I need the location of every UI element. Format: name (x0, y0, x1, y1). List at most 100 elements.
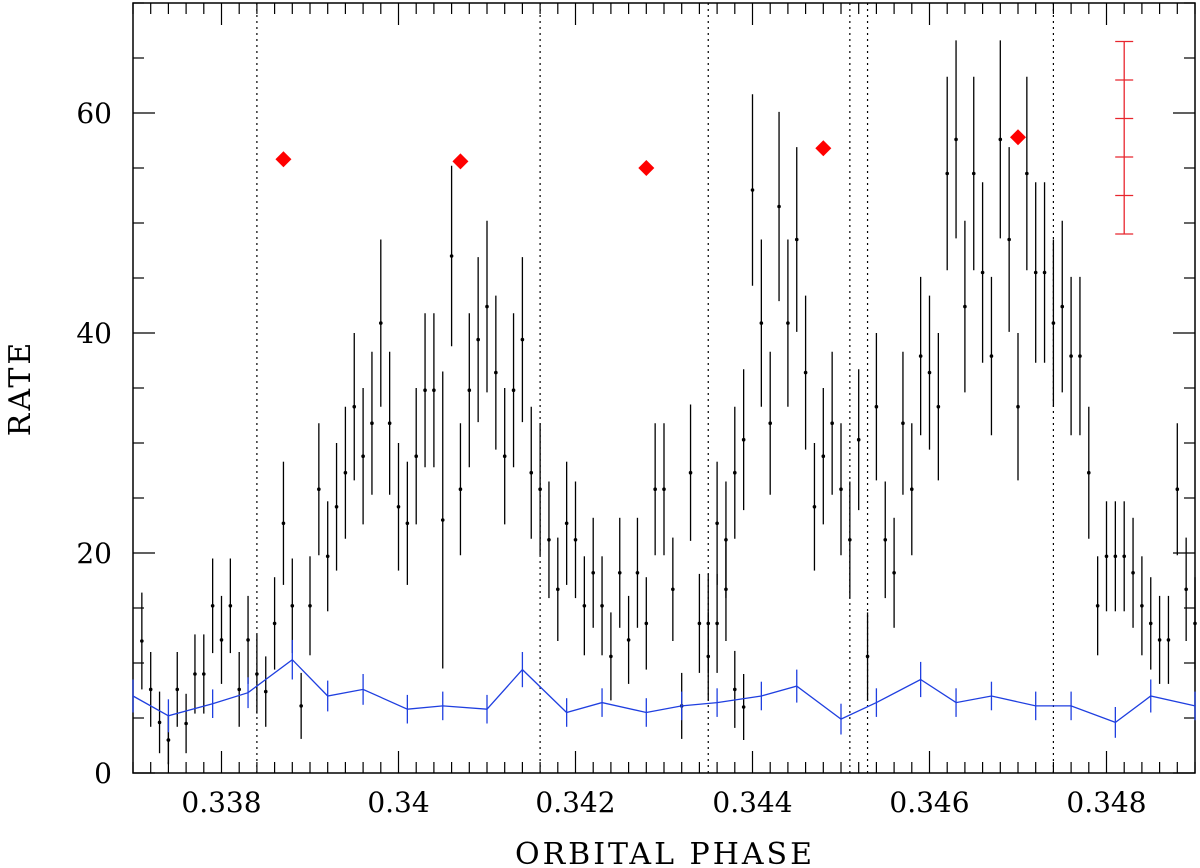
data-point (741, 437, 746, 442)
data-point (626, 638, 631, 642)
data-point (715, 521, 719, 526)
x-tick-label: 0.34 (367, 786, 429, 819)
diamond-marker (452, 153, 469, 170)
x-tick-label: 0.348 (1066, 786, 1146, 819)
data-point (157, 720, 162, 725)
data-point (910, 487, 914, 492)
data-point (865, 654, 870, 659)
data-point (1007, 237, 1011, 242)
data-point (1148, 621, 1153, 626)
data-point (1095, 604, 1100, 608)
data-point (370, 421, 374, 426)
data-point (343, 470, 348, 475)
data-point (901, 421, 905, 426)
data-point (485, 304, 489, 309)
y-tick-label: 20 (76, 537, 112, 570)
data-point (635, 571, 640, 575)
data-point (396, 505, 401, 509)
data-point (830, 421, 834, 426)
data-point (352, 404, 357, 409)
data-point (405, 521, 410, 526)
y-tick-label: 60 (76, 97, 112, 130)
data-point (263, 689, 268, 694)
data-point (494, 370, 498, 375)
y-tick-label: 40 (76, 317, 112, 350)
data-point (1122, 554, 1126, 559)
data-point (237, 687, 241, 692)
data-point (1078, 354, 1082, 358)
data-point (1193, 621, 1197, 626)
data-point (733, 470, 737, 475)
data-point (697, 621, 702, 626)
data-point (706, 654, 711, 659)
data-point (750, 188, 755, 192)
data-point (511, 388, 516, 393)
data-point (653, 487, 657, 492)
data-point (1051, 321, 1056, 325)
data-point (963, 304, 967, 309)
data-point (502, 454, 507, 459)
y-axis-title: RATE (3, 340, 38, 437)
data-point (529, 470, 534, 475)
data-point (839, 487, 843, 492)
x-tick-label: 0.342 (535, 786, 615, 819)
data-point (741, 705, 746, 709)
data-point (440, 518, 445, 522)
data-point (1140, 604, 1144, 608)
data-point (989, 354, 994, 358)
data-point (414, 454, 419, 459)
data-point (617, 571, 622, 575)
data-point (954, 137, 958, 142)
data-point (148, 687, 153, 692)
data-point (1042, 270, 1047, 275)
data-point (1175, 487, 1180, 492)
data-point (945, 171, 949, 176)
data-point (476, 337, 480, 342)
data-point (671, 587, 675, 592)
data-point (927, 370, 932, 375)
data-point (423, 388, 427, 393)
data-point (812, 505, 817, 509)
data-point (556, 587, 560, 592)
data-point (582, 604, 587, 608)
data-point (1131, 571, 1135, 575)
data-point (883, 538, 888, 542)
data-point (449, 254, 454, 258)
data-point (715, 621, 719, 626)
diamond-marker (815, 140, 832, 157)
data-point (803, 370, 808, 375)
data-point (228, 604, 233, 608)
data-point (379, 321, 383, 325)
data-point (166, 738, 171, 742)
data-point (874, 404, 879, 409)
data-point (1104, 554, 1109, 559)
x-tick-label: 0.346 (889, 786, 969, 819)
data-point (786, 321, 790, 325)
data-layer (132, 40, 1197, 765)
data-point (290, 604, 295, 608)
x-tick-label: 0.338 (181, 786, 261, 819)
data-point (662, 487, 666, 492)
data-point (325, 554, 330, 559)
data-point (936, 404, 941, 409)
x-axis-title: ORBITAL PHASE (515, 837, 815, 868)
y-tick-label: 0 (94, 757, 112, 790)
data-point (1069, 354, 1073, 358)
data-point (202, 672, 206, 676)
data-point (688, 470, 693, 475)
data-point (998, 137, 1003, 142)
data-point (609, 654, 613, 659)
data-point (317, 487, 321, 492)
x-tick-label: 0.344 (712, 786, 792, 819)
data-point (219, 638, 224, 642)
data-point (246, 638, 250, 642)
data-point (281, 521, 286, 526)
background-line (132, 658, 1196, 724)
data-point (467, 388, 472, 393)
data-point (140, 639, 144, 643)
reference-lines (256, 3, 1055, 773)
data-point (971, 171, 976, 176)
diamond-marker (638, 160, 655, 176)
data-point (361, 454, 365, 459)
diamond-marker (275, 151, 292, 168)
